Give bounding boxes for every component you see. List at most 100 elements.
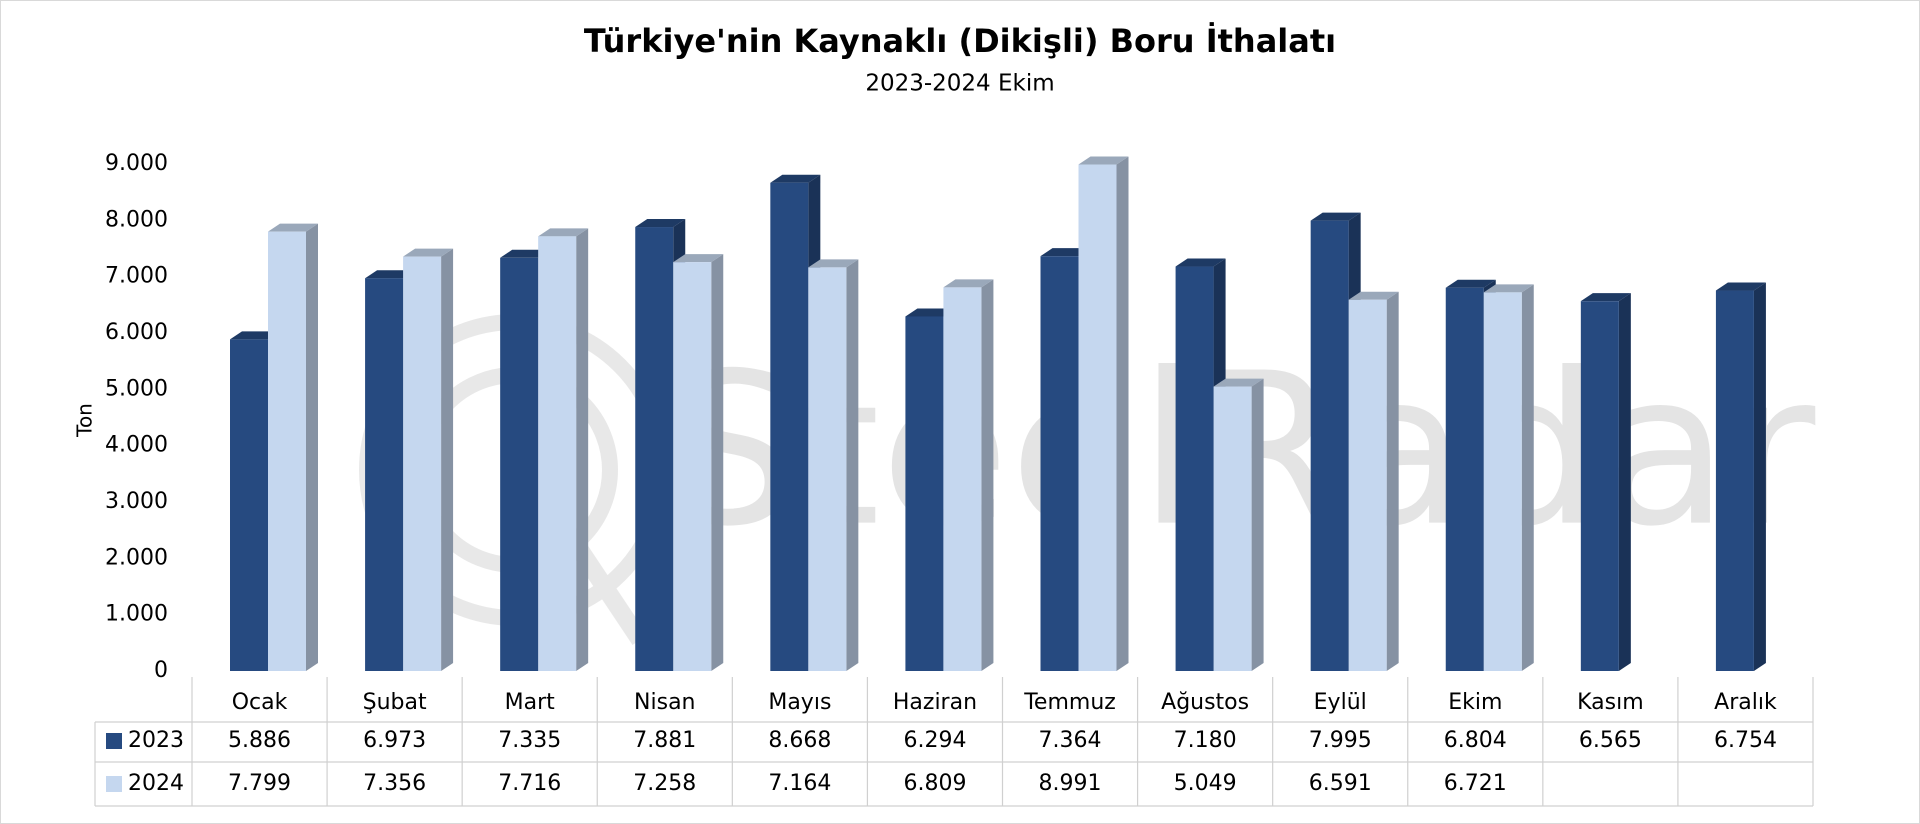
data-label: 7.180 xyxy=(1174,728,1237,753)
data-label: 7.881 xyxy=(633,728,696,753)
bar-top xyxy=(500,249,551,258)
x-tick-label: Haziran xyxy=(893,690,977,715)
y-tick-label: 9.000 xyxy=(105,151,168,176)
data-label: 7.995 xyxy=(1309,728,1372,753)
bar-top xyxy=(1445,279,1496,288)
y-tick-label: 2.000 xyxy=(105,545,168,570)
bar xyxy=(1078,164,1117,671)
bar-top xyxy=(1040,248,1091,257)
y-tick-label: 7.000 xyxy=(105,264,168,289)
bar xyxy=(538,236,577,671)
bar xyxy=(403,256,442,671)
x-tick-label: Eylül xyxy=(1314,690,1367,715)
y-tick-label: 5.000 xyxy=(105,376,168,401)
bar-top xyxy=(1580,293,1631,302)
bar-top xyxy=(1078,156,1129,165)
bar-top xyxy=(1175,258,1226,267)
bar-top xyxy=(808,259,859,268)
bar xyxy=(673,262,712,671)
bar xyxy=(268,231,306,672)
data-label: 8.668 xyxy=(768,728,831,753)
bar xyxy=(808,267,847,671)
x-tick-label: Şubat xyxy=(363,690,427,715)
data-label: 5.049 xyxy=(1174,771,1237,796)
data-label: 7.799 xyxy=(228,771,291,796)
x-tick-label: Temmuz xyxy=(1023,690,1116,715)
bar-side xyxy=(306,223,318,672)
x-tick-label: Mart xyxy=(505,690,556,715)
data-label: 7.716 xyxy=(498,771,561,796)
chart-subtitle: 2023-2024 Ekim xyxy=(865,71,1054,97)
y-tick-label: 3.000 xyxy=(105,489,168,514)
legend-label: 2024 xyxy=(128,771,184,796)
data-label: 5.886 xyxy=(228,728,291,753)
x-tick-label: Kasım xyxy=(1577,690,1644,715)
bar-top xyxy=(230,331,280,340)
y-tick-label: 1.000 xyxy=(105,602,168,627)
bar xyxy=(1483,292,1522,671)
bar-top xyxy=(1483,284,1534,293)
x-tick-label: Ağustos xyxy=(1161,690,1249,715)
data-label: 7.164 xyxy=(768,771,831,796)
data-label: 6.565 xyxy=(1579,728,1642,753)
bar-top xyxy=(905,308,956,317)
y-tick-label: 4.000 xyxy=(105,433,168,458)
bar-side xyxy=(441,248,454,671)
y-axis-title: Ton xyxy=(73,403,97,438)
bar xyxy=(500,257,539,671)
bar-side xyxy=(711,254,724,671)
bar-top xyxy=(268,223,318,232)
bar xyxy=(1445,287,1484,671)
bar-side xyxy=(1618,293,1631,671)
bar-top xyxy=(1213,378,1264,387)
bar xyxy=(1175,266,1214,671)
x-tick-label: Mayıs xyxy=(768,690,831,715)
legend-label: 2023 xyxy=(128,728,184,753)
y-tick-label: 6.000 xyxy=(105,320,168,345)
bar xyxy=(1213,386,1252,671)
bar xyxy=(943,287,982,671)
legend-swatch xyxy=(106,776,122,792)
y-tick-label: 8.000 xyxy=(105,207,168,232)
bar xyxy=(1040,256,1079,671)
bar xyxy=(1580,301,1619,671)
bar-top xyxy=(1715,282,1766,291)
bar-side xyxy=(1386,291,1399,671)
bar-top xyxy=(1310,212,1361,221)
bar xyxy=(905,316,944,671)
bar-side xyxy=(1753,282,1766,671)
bar xyxy=(770,182,809,671)
data-label: 7.335 xyxy=(498,728,561,753)
data-label: 6.721 xyxy=(1444,771,1507,796)
data-label: 6.973 xyxy=(363,728,426,753)
bar-side xyxy=(1251,378,1264,671)
data-label: 6.294 xyxy=(903,728,966,753)
bar-side xyxy=(981,279,994,671)
data-label: 7.364 xyxy=(1039,728,1102,753)
y-tick-label: 0 xyxy=(154,658,168,683)
bar-top xyxy=(403,248,454,257)
bar-side xyxy=(846,259,859,671)
bar-top xyxy=(673,254,724,263)
x-tick-label: Aralık xyxy=(1714,690,1777,715)
data-label: 6.591 xyxy=(1309,771,1372,796)
bar xyxy=(1310,220,1349,672)
bar xyxy=(635,227,674,672)
bar-top xyxy=(365,270,416,279)
bar-side xyxy=(576,228,589,671)
data-label: 7.258 xyxy=(633,771,696,796)
data-label: 8.991 xyxy=(1039,771,1102,796)
bar-top xyxy=(1348,291,1399,300)
data-label: 7.356 xyxy=(363,771,426,796)
bar-top xyxy=(635,219,686,228)
data-label: 6.809 xyxy=(903,771,966,796)
bar-side xyxy=(1116,156,1129,671)
data-label: 6.804 xyxy=(1444,728,1507,753)
bar-side xyxy=(1521,284,1534,671)
bar-top xyxy=(538,228,589,237)
bar xyxy=(230,339,268,671)
x-tick-label: Ocak xyxy=(232,690,288,715)
x-tick-label: Nisan xyxy=(634,690,695,715)
data-label: 6.754 xyxy=(1714,728,1777,753)
